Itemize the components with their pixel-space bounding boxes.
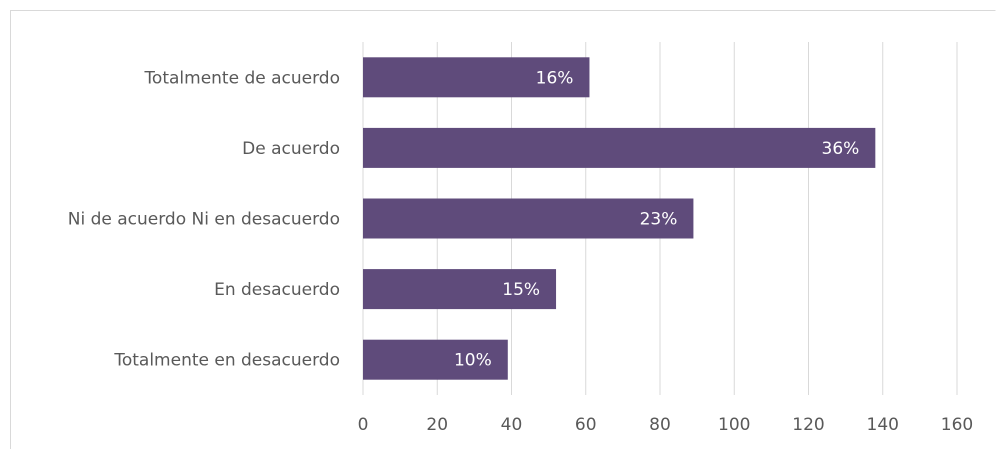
value-label: 16%: [536, 68, 574, 88]
bar: [363, 339, 508, 380]
x-tick-label: 20: [426, 415, 448, 435]
bar: [363, 127, 876, 168]
x-tick-label: 0: [358, 415, 369, 435]
x-tick-label: 100: [718, 415, 750, 435]
chart-frame: [10, 10, 996, 449]
y-tick-label: En desacuerdo: [214, 280, 340, 300]
y-tick-label: Totalmente de acuerdo: [143, 68, 340, 88]
x-tick-label: 80: [649, 415, 671, 435]
y-tick-label: Totalmente en desacuerdo: [113, 351, 340, 371]
bar: [363, 269, 557, 310]
x-tick-label: 60: [575, 415, 597, 435]
y-tick-label: De acuerdo: [242, 139, 340, 159]
value-label: 36%: [822, 139, 860, 159]
x-tick-label: 140: [867, 415, 899, 435]
bar: [363, 198, 694, 239]
x-tick-label: 120: [792, 415, 824, 435]
y-tick-label: Ni de acuerdo Ni en desacuerdo: [68, 210, 340, 230]
value-label: 15%: [502, 280, 540, 300]
x-tick-label: 160: [941, 415, 973, 435]
value-label: 10%: [454, 351, 492, 371]
bar: [363, 57, 590, 98]
value-label: 23%: [640, 210, 678, 230]
x-tick-label: 40: [501, 415, 523, 435]
